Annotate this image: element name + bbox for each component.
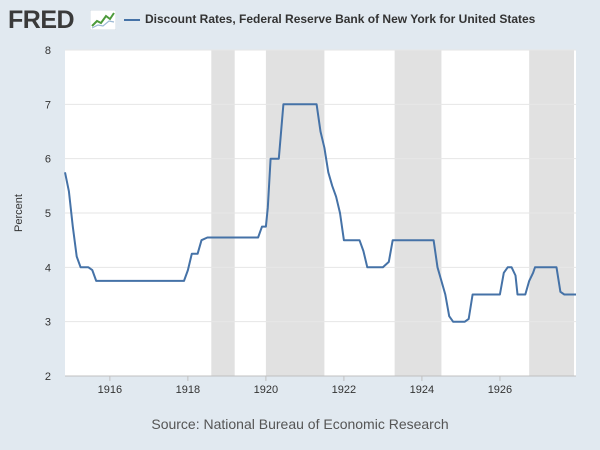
legend-series-title: Discount Rates, Federal Reserve Bank of … <box>145 12 536 26</box>
y-tick-label: 7 <box>45 99 51 111</box>
source-note: Source: National Bureau of Economic Rese… <box>151 416 449 432</box>
legend-swatch <box>124 19 140 21</box>
x-tick-label: 1926 <box>488 384 512 396</box>
x-tick-label: 1924 <box>410 384 434 396</box>
fred-logo[interactable]: FRED <box>8 6 75 34</box>
series-line <box>64 103 576 323</box>
y-tick-label: 2 <box>45 371 51 383</box>
x-tick-label: 1918 <box>176 384 200 396</box>
y-axis-label: Percent <box>13 194 25 232</box>
fred-chart-icon <box>90 10 116 30</box>
chart-header: FRED Discount Rates, Federal Reserve Ban… <box>0 0 600 40</box>
y-tick-label: 8 <box>45 45 51 57</box>
y-tick-label: 6 <box>45 154 51 166</box>
x-tick-label: 1922 <box>332 384 356 396</box>
line-chart: 2 3 4 5 6 7 8 1916 1918 1920 1922 1924 1926 Percent <box>13 45 576 396</box>
x-tick-label: 1916 <box>98 384 122 396</box>
y-tick-label: 4 <box>45 262 51 274</box>
y-tick-label: 3 <box>45 317 51 329</box>
x-tick-label: 1920 <box>254 384 278 396</box>
y-tick-label: 5 <box>45 208 51 220</box>
